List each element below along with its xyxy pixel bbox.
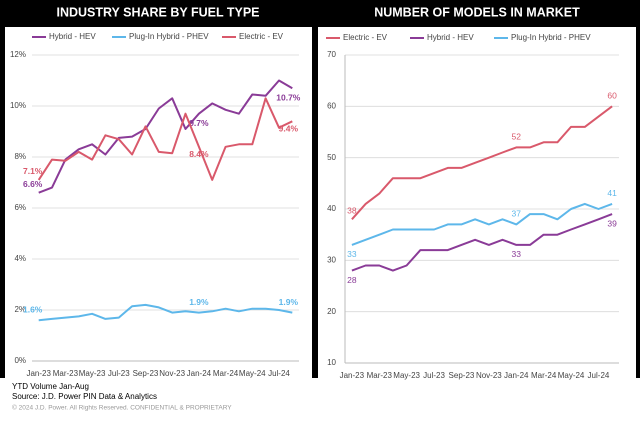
y-tick-label: 50 [327,153,336,162]
footnote: © 2024 J.D. Power. All Rights Reserved. … [12,404,232,412]
x-tick-label: Sep-23 [133,369,159,378]
x-tick-label: Sep-23 [449,371,475,380]
data-label: 6.6% [23,179,43,189]
y-tick-label: 6% [14,203,26,212]
chart-title: INDUSTRY SHARE BY FUEL TYPE [56,5,259,19]
legend-label: Hybrid - HEV [49,32,96,41]
legend-label: Electric - EV [239,32,284,41]
y-tick-label: 10% [10,101,26,110]
series-line [351,213,613,272]
x-tick-label: Mar-23 [367,371,393,380]
x-tick-label: Mar-24 [213,369,239,378]
data-label: 28 [347,275,357,285]
x-tick-label: May-23 [79,369,106,378]
x-tick-label: Nov-23 [159,369,185,378]
data-label: 39 [607,218,617,228]
x-tick-label: May-23 [393,371,420,380]
legend-label: Plug-In Hybrid - PHEV [511,33,591,42]
y-tick-label: 70 [327,50,336,59]
x-tick-label: Jan-24 [187,369,212,378]
data-label: 41 [607,188,617,198]
legend-label: Plug-In Hybrid - PHEV [129,32,209,41]
series-line [37,97,293,181]
y-tick-label: 20 [327,307,336,316]
data-label: 60 [607,91,617,101]
x-tick-label: Nov-23 [476,371,502,380]
y-tick-label: 40 [327,204,336,213]
x-tick-label: Jul-24 [268,369,290,378]
x-tick-label: May-24 [239,369,266,378]
x-tick-label: Jan-23 [26,369,51,378]
y-tick-label: 60 [327,101,336,110]
data-label: 8.4% [189,149,209,159]
series-line [38,303,293,322]
right-panel [318,27,636,378]
x-tick-label: Mar-24 [531,371,557,380]
x-tick-label: Jul-23 [423,371,445,380]
data-label: 38 [347,206,357,216]
data-label: 33 [512,249,522,259]
legend-label: Electric - EV [343,33,388,42]
x-tick-label: Jan-24 [504,371,529,380]
y-tick-label: 8% [14,152,26,161]
x-tick-label: Jan-23 [340,371,365,380]
y-tick-label: 10 [327,358,336,367]
y-tick-label: 2% [14,305,26,314]
left-panel [5,27,312,378]
data-label: 33 [347,249,357,259]
footnote: Source: J.D. Power PIN Data & Analytics [12,392,157,401]
x-tick-label: Jul-24 [588,371,610,380]
x-tick-label: Jul-23 [108,369,130,378]
data-label: 9.7% [189,118,209,128]
data-label: 1.9% [279,297,299,307]
series-line [38,79,293,194]
y-tick-label: 0% [14,356,26,365]
series-line [351,202,613,246]
data-label: 7.1% [23,166,43,176]
data-label: 9.4% [279,124,299,134]
y-tick-label: 12% [10,50,26,59]
legend-label: Hybrid - HEV [427,33,474,42]
y-tick-label: 4% [14,254,26,263]
data-label: 1.9% [189,297,209,307]
data-label: 37 [512,209,522,219]
data-label: 52 [512,132,522,142]
x-tick-label: Mar-23 [53,369,79,378]
data-label: 10.7% [276,92,301,102]
y-tick-label: 30 [327,255,336,264]
x-tick-label: May-24 [558,371,585,380]
footnote: YTD Volume Jan-Aug [12,382,89,391]
data-label: 1.6% [23,304,43,314]
chart-title: NUMBER OF MODELS IN MARKET [374,5,580,19]
series-line [351,105,613,220]
